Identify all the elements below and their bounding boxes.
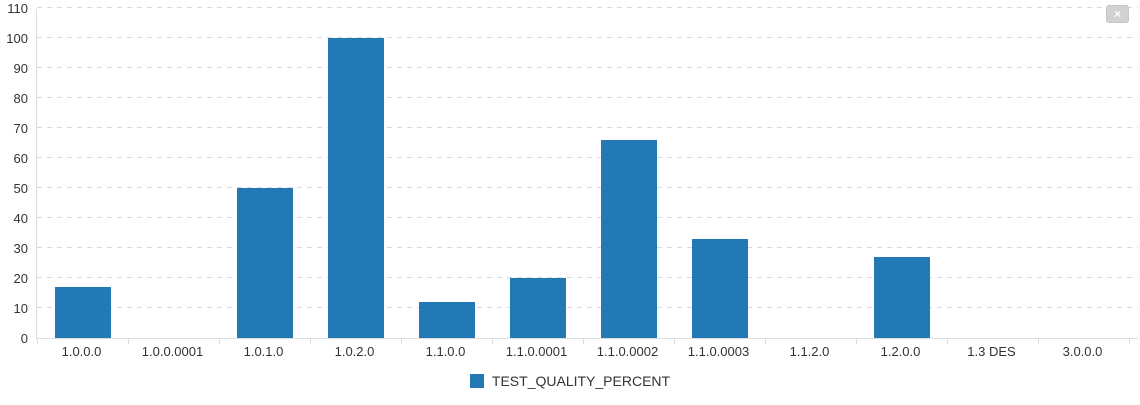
x-tick-label: 1.0.2.0 [334,344,375,359]
axis-tick [37,339,38,344]
axis-tick [1038,339,1039,344]
bar-1.0.0.0[interactable] [54,287,111,338]
y-tick-label: 80 [13,91,28,106]
y-tick-label: 40 [13,211,28,226]
gridline [37,127,1138,128]
x-tick-label: 1.3 DES [967,344,1016,359]
bar-slot [310,9,401,338]
bar-1.1.0.0[interactable] [418,302,475,338]
legend[interactable]: TEST_QUALITY_PERCENT [0,371,1140,391]
y-tick-label: 10 [13,301,28,316]
bar-slot [219,9,310,338]
axis-tick [492,339,493,344]
y-tick-label: 60 [13,151,28,166]
axis-tick [674,339,675,344]
gridline [37,157,1138,158]
bar-slot [37,9,128,338]
gridline [37,307,1138,308]
y-tick-label: 70 [13,121,28,136]
axis-tick [856,339,857,344]
bar-series [37,9,1129,338]
legend-swatch-icon [469,374,484,388]
gridline [37,97,1138,98]
bar-slot [128,9,219,338]
bar-slot [1038,9,1129,338]
gridline [37,277,1138,278]
bar-slot [583,9,674,338]
y-tick-label: 110 [7,1,28,16]
axis-tick [947,339,948,344]
y-tick-label: 20 [13,271,28,286]
bar-1.1.0.0003[interactable] [691,239,748,338]
gridline [37,217,1138,218]
axis-tick [310,339,311,344]
x-axis: 1.0.0.0 1.0.0.0001 1.0.1.0 1.0.2.0 1.1.0.0 1.… [36,344,1128,360]
gridline [37,67,1138,68]
bar-1.0.2.0[interactable] [327,38,384,338]
close-button[interactable]: × [1106,5,1129,23]
y-tick-label: 0 [20,331,28,346]
axis-tick [583,339,584,344]
y-tick-label: 90 [13,61,28,76]
bar-slot [947,9,1038,338]
y-axis: 0 10 20 30 40 50 60 70 80 90 100 110 [0,1,28,346]
axis-tick [219,339,220,344]
bar-slot [765,9,856,338]
bar-1.1.0.0002[interactable] [600,140,657,338]
bar-1.2.0.0[interactable] [873,257,930,338]
axis-tick [128,339,129,344]
y-tick-label: 100 [6,31,28,46]
legend-label: TEST_QUALITY_PERCENT [491,373,671,389]
y-tick-label: 30 [13,241,28,256]
y-tick-label: 50 [13,181,28,196]
x-tick-label: 1.0.1.0 [243,344,284,359]
bar-slot [492,9,583,338]
bar-1.0.1.0[interactable] [236,188,293,338]
x-tick-label: 1.1.0.0001 [505,344,568,359]
gridline [37,247,1138,248]
x-tick-label: 1.0.0.0 [61,344,102,359]
gridline [37,37,1138,38]
bar-slot [401,9,492,338]
bar-1.1.0.0001[interactable] [509,278,566,338]
x-tick-label: 1.1.2.0 [789,344,830,359]
bar-slot [856,9,947,338]
x-tick-label: 1.2.0.0 [880,344,921,359]
axis-tick [401,339,402,344]
x-tick-label: 1.0.0.0001 [141,344,204,359]
gridline [37,187,1138,188]
x-tick-label: 1.1.0.0002 [596,344,659,359]
axis-tick [1129,339,1130,344]
bar-slot [674,9,765,338]
gridline [37,7,1138,8]
x-tick-label: 1.1.0.0 [425,344,466,359]
x-tick-label: 1.1.0.0003 [687,344,750,359]
plot-area [36,7,1138,344]
axis-tick [765,339,766,344]
x-tick-label: 3.0.0.0 [1062,344,1103,359]
